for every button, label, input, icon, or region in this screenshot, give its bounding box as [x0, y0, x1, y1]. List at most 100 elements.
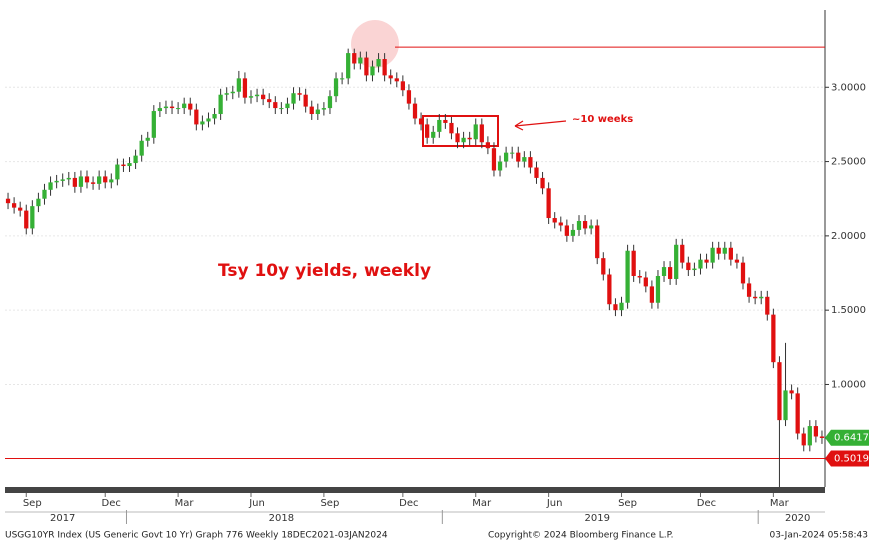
- candle-body: [692, 268, 697, 271]
- candle-body: [388, 75, 393, 79]
- candle-body: [297, 93, 302, 95]
- candle-body: [376, 59, 381, 67]
- candle-body: [303, 94, 308, 107]
- candle-body: [740, 262, 746, 284]
- candle-body: [455, 133, 460, 143]
- candle-body: [765, 296, 770, 315]
- price-label: 0.5019: [834, 453, 869, 464]
- year-label: 2017: [50, 513, 75, 524]
- x-tick-label: Jun: [546, 498, 563, 509]
- candle-body: [607, 274, 612, 305]
- candle-body: [431, 131, 436, 138]
- candle-body: [11, 203, 17, 208]
- candle-body: [78, 176, 84, 187]
- candle-body: [84, 176, 90, 183]
- candle-body: [327, 96, 333, 109]
- candle-body: [728, 247, 733, 260]
- candle-body: [819, 436, 825, 438]
- candle-body: [36, 198, 41, 207]
- x-axis-band: [5, 487, 825, 493]
- candle-body: [534, 167, 539, 178]
- footer-right: 03-Jan-2024 05:58:43: [769, 531, 868, 541]
- candle-body: [552, 218, 557, 223]
- candle-body: [169, 106, 175, 109]
- candle-body: [261, 94, 266, 100]
- candle-body: [674, 244, 679, 279]
- x-tick-label: Dec: [697, 498, 716, 509]
- candle-body: [97, 176, 102, 184]
- candle-body: [619, 302, 624, 311]
- candle-body: [236, 78, 241, 92]
- candle-body: [746, 283, 752, 297]
- candle-body: [127, 163, 132, 167]
- candle-body: [546, 188, 551, 219]
- candle-body: [30, 206, 35, 229]
- x-tick-label: Mar: [472, 498, 492, 509]
- candle-body: [789, 390, 794, 394]
- candle-body: [795, 393, 800, 434]
- year-label: 2019: [584, 513, 609, 524]
- candle-body: [218, 94, 223, 115]
- candle-body: [813, 426, 819, 437]
- candle-body: [637, 275, 642, 278]
- candle-body: [48, 182, 53, 190]
- candle-body: [18, 207, 23, 211]
- candle-body: [710, 247, 715, 263]
- candle-body: [273, 102, 278, 109]
- candle-body: [753, 296, 758, 299]
- candle-body: [655, 275, 661, 303]
- candle-body: [333, 78, 339, 97]
- candle-body: [625, 250, 630, 303]
- candle-body: [582, 221, 588, 229]
- candle-body: [394, 78, 399, 82]
- candle-body: [24, 210, 29, 229]
- candle-body: [491, 148, 497, 171]
- candle-body: [558, 222, 563, 226]
- candle-body: [188, 103, 193, 110]
- x-tick-label: Mar: [175, 498, 195, 509]
- candle-body: [522, 157, 527, 162]
- candle-body: [242, 78, 248, 98]
- candle-body: [60, 179, 65, 181]
- candle-body: [315, 109, 320, 115]
- price-tag: [825, 450, 869, 467]
- candle-body: [248, 96, 254, 98]
- candle-body: [230, 91, 235, 94]
- candle-body: [485, 142, 491, 149]
- x-tick-label: Jun: [248, 498, 265, 509]
- candle-body: [661, 267, 667, 276]
- candle-body: [686, 262, 691, 271]
- candle-body: [72, 177, 77, 187]
- candle-body: [649, 286, 655, 303]
- year-label: 2020: [785, 513, 810, 524]
- candle-body: [807, 426, 812, 446]
- candle-body: [200, 121, 205, 125]
- candle-body: [564, 225, 569, 236]
- candle-body: [631, 250, 636, 276]
- candle-body: [467, 137, 472, 140]
- candle-body: [516, 152, 521, 162]
- candle-body: [42, 189, 47, 199]
- candle-body: [667, 267, 673, 279]
- candle-body: [291, 93, 296, 104]
- candle-body: [722, 247, 727, 254]
- x-tick-label: Sep: [618, 498, 637, 509]
- candle-body: [267, 99, 272, 103]
- candle-body: [510, 152, 515, 154]
- candle-body: [145, 137, 150, 141]
- candle-body: [734, 259, 740, 263]
- candle-body: [358, 57, 363, 64]
- highlight-box: [422, 115, 499, 147]
- candle-body: [473, 124, 478, 140]
- candle-body: [382, 59, 387, 76]
- candle-body: [716, 247, 721, 254]
- price-label: 0.6417: [834, 433, 869, 444]
- y-tick-label: 3.0000: [831, 82, 866, 93]
- candle-body: [412, 103, 418, 119]
- candle-body: [406, 90, 412, 104]
- candle-body: [254, 94, 260, 97]
- candle-body: [704, 259, 709, 263]
- y-tick-label: 1.0000: [831, 379, 866, 390]
- candle-body: [400, 81, 405, 91]
